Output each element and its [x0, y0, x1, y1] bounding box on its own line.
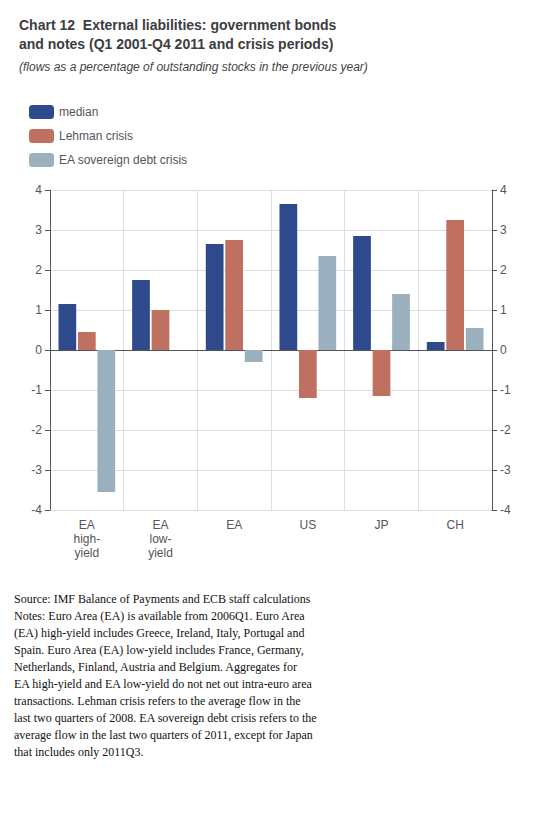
svg-text:(flows as a percentage of outs: (flows as a percentage of outstanding st…	[19, 60, 368, 74]
svg-text:-3: -3	[500, 463, 511, 477]
svg-text:CH: CH	[446, 518, 463, 532]
svg-text:-2: -2	[31, 423, 42, 437]
svg-text:average flow in the last two q: average flow in the last two quarters of…	[14, 728, 313, 742]
svg-text:Notes: Euro Area (EA) is avail: Notes: Euro Area (EA) is available from …	[14, 609, 305, 623]
svg-text:0: 0	[35, 343, 42, 357]
svg-text:4: 4	[35, 183, 42, 197]
svg-text:median: median	[59, 105, 98, 119]
svg-text:2: 2	[35, 263, 42, 277]
svg-text:EA: EA	[79, 518, 95, 532]
svg-text:3: 3	[35, 223, 42, 237]
svg-text:yield: yield	[74, 546, 99, 560]
svg-text:-1: -1	[500, 383, 511, 397]
svg-text:low-: low-	[149, 532, 171, 546]
svg-text:-1: -1	[31, 383, 42, 397]
svg-text:Spain. Euro Area (EA) low-yiel: Spain. Euro Area (EA) low-yield includes…	[14, 643, 304, 657]
svg-text:-4: -4	[500, 503, 511, 517]
svg-text:yield: yield	[148, 546, 173, 560]
svg-text:(EA) high-yield includes Greec: (EA) high-yield includes Greece, Ireland…	[14, 626, 304, 640]
svg-text:high-: high-	[73, 532, 100, 546]
svg-text:that includes only 2011Q3.: that includes only 2011Q3.	[14, 745, 144, 759]
svg-text:1: 1	[35, 303, 42, 317]
svg-text:1: 1	[500, 303, 507, 317]
svg-text:and notes (Q1 2001-Q4 2011 and: and notes (Q1 2001-Q4 2011 and crisis pe…	[19, 36, 333, 52]
svg-text:US: US	[299, 518, 316, 532]
svg-text:Source: IMF Balance of Payment: Source: IMF Balance of Payments and ECB …	[14, 592, 311, 606]
svg-text:3: 3	[500, 223, 507, 237]
svg-text:EA: EA	[226, 518, 242, 532]
svg-text:JP: JP	[374, 518, 388, 532]
svg-text:EA: EA	[152, 518, 168, 532]
svg-text:Netherlands, Finland, Austria: Netherlands, Finland, Austria and Belgiu…	[14, 660, 297, 674]
svg-text:4: 4	[500, 183, 507, 197]
svg-text:EA high-yield and EA low-yield: EA high-yield and EA low-yield do not ne…	[14, 677, 313, 691]
svg-text:-3: -3	[31, 463, 42, 477]
svg-text:Chart 12 External liabilities: Chart 12 External liabilities: governmen…	[19, 17, 337, 33]
svg-text:-2: -2	[500, 423, 511, 437]
svg-text:EA sovereign debt crisis: EA sovereign debt crisis	[59, 153, 187, 167]
svg-text:Lehman crisis: Lehman crisis	[59, 129, 133, 143]
svg-text:0: 0	[500, 343, 507, 357]
svg-text:2: 2	[500, 263, 507, 277]
svg-text:-4: -4	[31, 503, 42, 517]
svg-text:last two quarters of 2008. EA: last two quarters of 2008. EA sovereign …	[14, 711, 317, 725]
svg-text:transactions. Lehman crisis re: transactions. Lehman crisis refers to th…	[14, 694, 301, 708]
